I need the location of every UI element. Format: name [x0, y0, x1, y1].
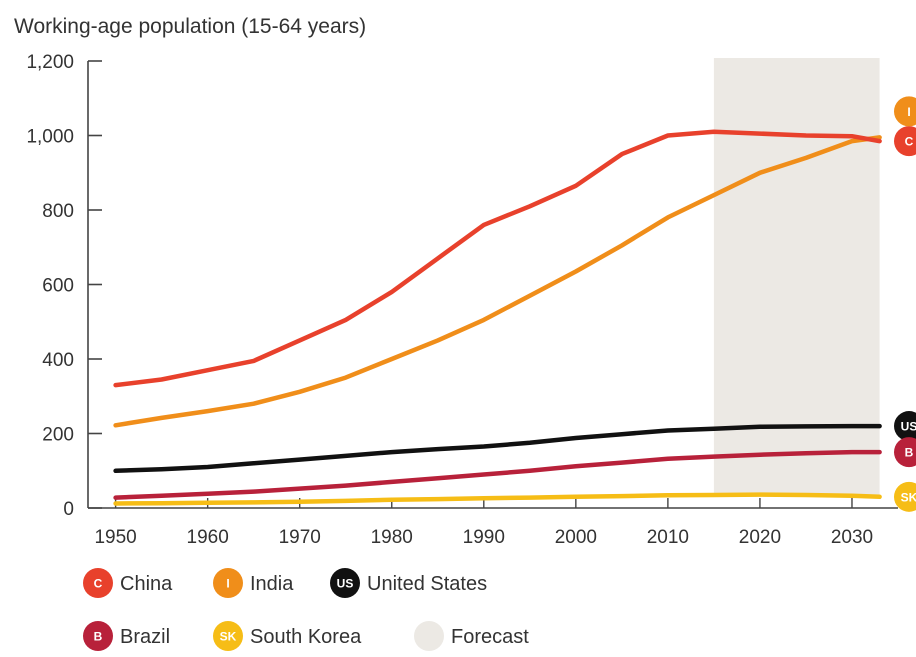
legend-swatch	[213, 568, 243, 598]
series-line-united-states	[113, 423, 882, 474]
end-marker-label: SK	[901, 490, 916, 504]
x-tick-label: 2020	[739, 527, 781, 548]
chart-legend: C China I India US United States B Brazil SK Sout…	[83, 568, 529, 651]
y-tick-label: 1,200	[26, 52, 74, 73]
legend-label: Brazil	[120, 626, 170, 648]
end-marker-circle	[894, 96, 916, 127]
legend-label: India	[250, 573, 294, 595]
y-tick-label: 800	[42, 201, 74, 222]
legend-item-united-states: US United States	[330, 568, 487, 598]
end-marker-label: US	[901, 420, 916, 434]
end-marker-india: I	[894, 96, 916, 127]
end-marker-circle	[894, 481, 916, 512]
legend-swatch	[414, 621, 444, 651]
y-tick-label: 400	[42, 350, 74, 371]
legend-item-south-korea: SK South Korea	[213, 621, 362, 651]
legend-item-china: C China	[83, 568, 173, 598]
end-marker-circle	[894, 437, 916, 468]
legend-label: United States	[367, 573, 487, 595]
series-line-brazil	[113, 449, 882, 500]
legend-item-forecast: Forecast	[414, 621, 529, 651]
legend-item-brazil: B Brazil	[83, 621, 170, 651]
x-tick-label: 1950	[94, 527, 136, 548]
x-tick-label: 1990	[463, 527, 505, 548]
x-tick-label: 1970	[279, 527, 321, 548]
end-marker-united-states: US	[894, 411, 916, 442]
legend-swatch-label: SK	[220, 630, 237, 644]
series-line-india	[113, 135, 882, 428]
legend-swatch	[83, 621, 113, 651]
end-marker-label: B	[905, 446, 914, 460]
x-tick-label: 1960	[187, 527, 229, 548]
x-tick-label: 2030	[831, 527, 873, 548]
x-tick-label: 2010	[647, 527, 689, 548]
legend-swatch-label: B	[94, 630, 103, 644]
legend-swatch	[330, 568, 360, 598]
end-marker-south-korea: SK	[894, 481, 916, 512]
legend-swatch	[213, 621, 243, 651]
legend-label: Forecast	[451, 626, 529, 648]
y-tick-label: 600	[42, 276, 74, 297]
chart-title: Working-age population (15-64 years)	[14, 15, 366, 38]
series-line-south-korea	[113, 492, 882, 506]
y-tick-label: 0	[63, 499, 74, 520]
legend-swatch-label: I	[226, 577, 229, 591]
end-marker-circle	[894, 126, 916, 157]
legend-label: South Korea	[250, 626, 362, 648]
y-tick-label: 1,000	[26, 127, 74, 148]
legend-swatch-label: US	[337, 577, 354, 591]
legend-item-india: I India	[213, 568, 294, 598]
series-line-china	[113, 129, 882, 388]
y-tick-label: 200	[42, 425, 74, 446]
end-marker-china: C	[894, 126, 916, 157]
x-tick-label: 1980	[371, 527, 413, 548]
legend-label: China	[120, 573, 173, 595]
x-tick-label: 2000	[555, 527, 597, 548]
end-marker-brazil: B	[894, 437, 916, 468]
end-marker-label: I	[907, 105, 910, 119]
end-marker-label: C	[905, 135, 914, 149]
legend-swatch	[83, 568, 113, 598]
legend-swatch-label: C	[94, 577, 103, 591]
end-marker-circle	[894, 411, 916, 442]
